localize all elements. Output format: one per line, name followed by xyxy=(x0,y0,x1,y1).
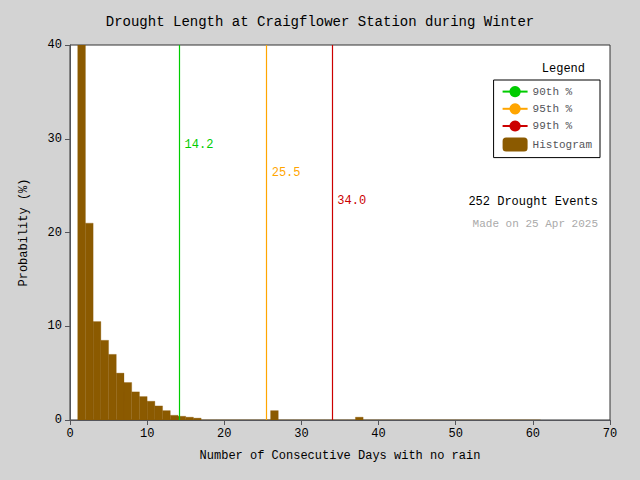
svg-text:30: 30 xyxy=(48,132,62,146)
svg-text:14.2: 14.2 xyxy=(185,138,214,152)
svg-text:252 Drought Events: 252 Drought Events xyxy=(468,195,598,209)
svg-text:60: 60 xyxy=(526,427,540,441)
svg-text:99th %: 99th % xyxy=(533,120,573,132)
svg-text:Made on 25 Apr 2025: Made on 25 Apr 2025 xyxy=(473,218,598,230)
svg-text:0: 0 xyxy=(55,413,62,427)
svg-text:20: 20 xyxy=(217,427,231,441)
svg-text:34.0: 34.0 xyxy=(337,194,366,208)
svg-text:10: 10 xyxy=(140,427,154,441)
svg-text:Probability (%): Probability (%) xyxy=(17,178,31,286)
svg-text:Legend: Legend xyxy=(542,62,585,76)
svg-text:30: 30 xyxy=(294,427,308,441)
svg-text:Number of Consecutive Days wit: Number of Consecutive Days with no rain xyxy=(200,449,481,463)
svg-text:40: 40 xyxy=(371,427,385,441)
svg-text:70: 70 xyxy=(603,427,617,441)
svg-text:10: 10 xyxy=(48,319,62,333)
svg-text:95th %: 95th % xyxy=(533,103,573,115)
svg-text:40: 40 xyxy=(48,38,62,52)
svg-text:50: 50 xyxy=(449,427,463,441)
svg-text:Drought Length at Craigflower: Drought Length at Craigflower Station du… xyxy=(106,14,534,30)
svg-text:20: 20 xyxy=(48,226,62,240)
svg-text:25.5: 25.5 xyxy=(272,166,301,180)
svg-text:0: 0 xyxy=(66,427,73,441)
svg-text:90th %: 90th % xyxy=(533,86,573,98)
svg-text:Histogram: Histogram xyxy=(533,139,593,151)
